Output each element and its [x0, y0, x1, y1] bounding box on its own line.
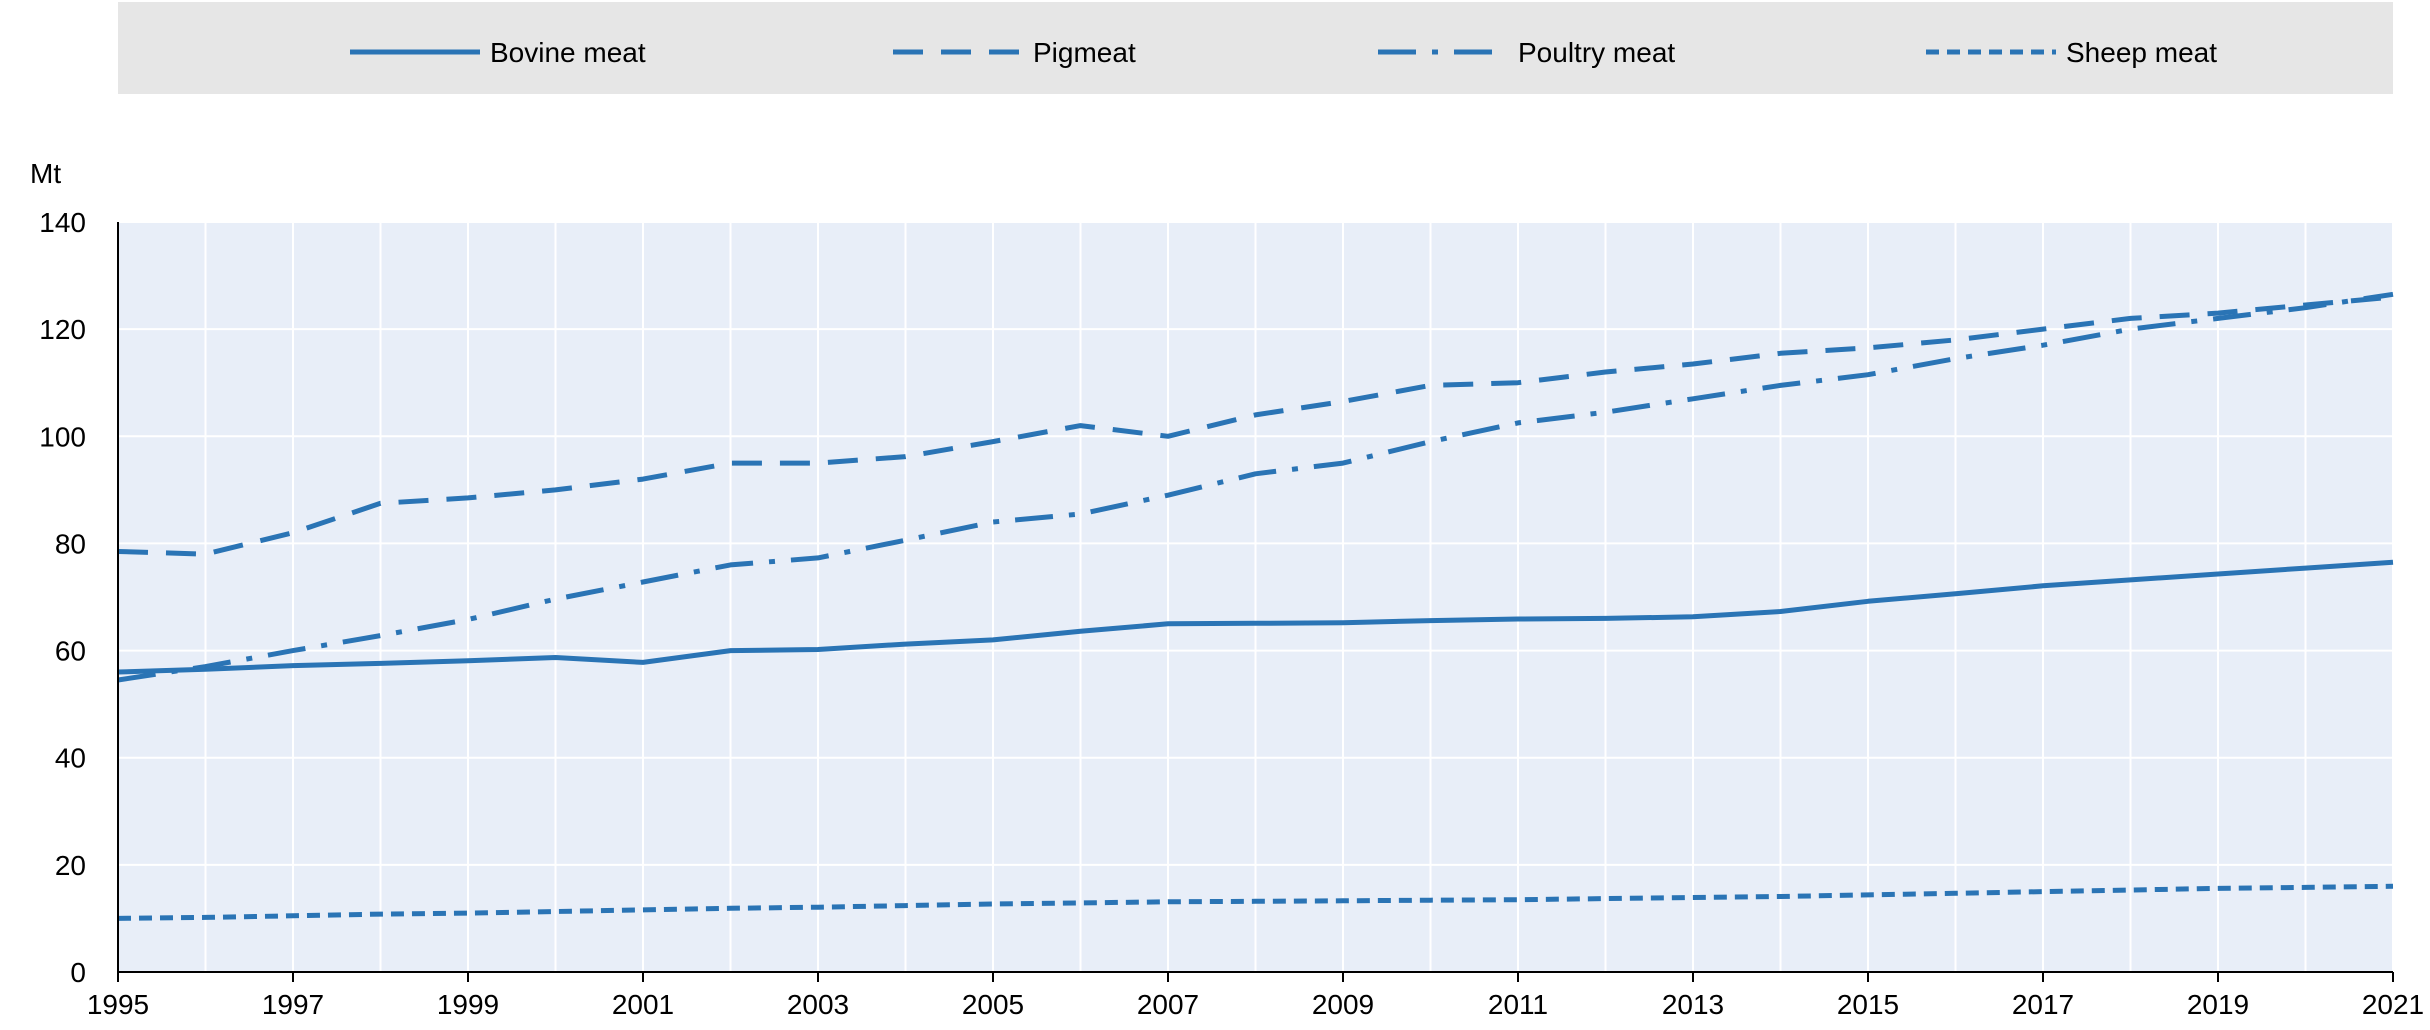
y-axis-label: Mt: [30, 158, 61, 189]
y-tick-label: 0: [70, 957, 86, 988]
series-line-pigmeat: [117, 294, 2394, 557]
x-tick-label: 2003: [787, 989, 849, 1020]
series-line-sheep-meat: [117, 883, 2394, 921]
x-tick-label: 2017: [2012, 989, 2074, 1020]
y-tick-label: 60: [55, 636, 86, 667]
series-line-bovine-meat: [117, 559, 2394, 675]
x-tick-label: 2007: [1137, 989, 1199, 1020]
x-tick-label: 2013: [1662, 989, 1724, 1020]
y-tick-label: 40: [55, 743, 86, 774]
x-tick-label: 2009: [1312, 989, 1374, 1020]
legend-label-bovine-meat: Bovine meat: [490, 37, 646, 68]
x-tick-label: 2015: [1837, 989, 1899, 1020]
legend-label-pigmeat: Pigmeat: [1033, 37, 1136, 68]
series-line-poultry-meat: [117, 291, 2394, 683]
legend-label-sheep-meat: Sheep meat: [2066, 37, 2217, 68]
x-tick-label: 1995: [87, 989, 149, 1020]
x-tick-label: 1999: [437, 989, 499, 1020]
y-tick-label: 120: [39, 314, 86, 345]
axes: Mt 0 20 40 60 80 100 120 140 1995 1997 1999 2001 2003…: [30, 158, 2424, 1020]
x-tick-label: 2021: [2362, 989, 2424, 1020]
legend-label-poultry-meat: Poultry meat: [1518, 37, 1675, 68]
plot-area: [117, 221, 2394, 972]
y-tick-label: 20: [55, 850, 86, 881]
legend: Bovine meat Pigmeat Poultry meat Sheep meat: [118, 2, 2393, 94]
x-tick-label: 2001: [612, 989, 674, 1020]
x-tick-label: 2011: [1488, 989, 1548, 1020]
y-tick-label: 140: [39, 207, 86, 238]
x-tick-label: 1997: [262, 989, 324, 1020]
y-tick-label: 80: [55, 528, 86, 559]
legend-background: [118, 2, 2393, 94]
y-tick-label: 100: [39, 421, 86, 452]
x-tick-label: 2019: [2187, 989, 2249, 1020]
x-tick-label: 2005: [962, 989, 1024, 1020]
